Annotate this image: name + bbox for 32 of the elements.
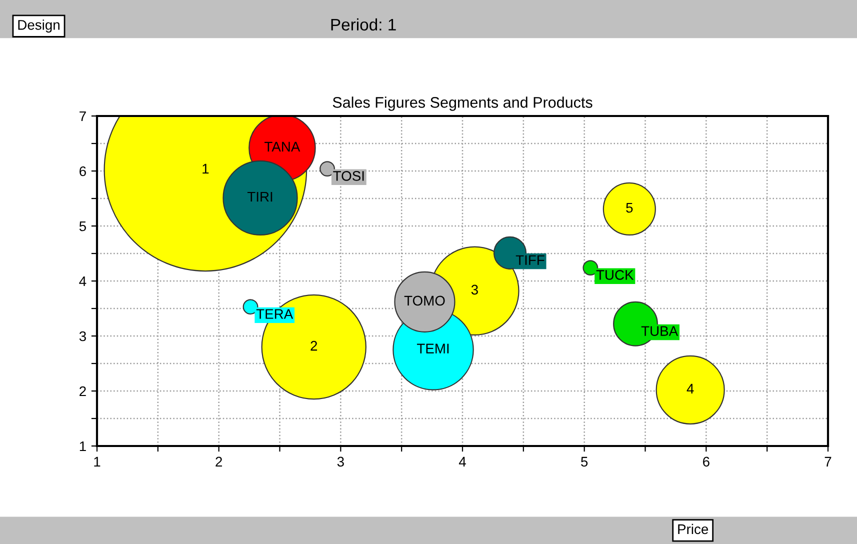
- chart-subtitle: Period: 1: [331, 18, 396, 31]
- y-tick-label: 1: [80, 441, 86, 452]
- y-tick-label: 7: [80, 111, 86, 122]
- series-label: 4: [686, 384, 694, 394]
- series-label: TUBA: [641, 326, 678, 336]
- text: Price: [678, 524, 708, 534]
- x-tick-label: 6: [703, 456, 710, 467]
- series-label: TUCK: [596, 270, 634, 280]
- series-label: TEMI: [416, 344, 449, 354]
- y-tick-label: 5: [79, 221, 86, 232]
- y-tick-label: 2: [80, 386, 86, 396]
- text: Design: [18, 20, 60, 33]
- series-label: 2: [310, 340, 318, 351]
- series-label: TERA: [256, 309, 294, 319]
- series-label: TIFF: [516, 255, 544, 265]
- x-tick-label: 3: [337, 456, 344, 467]
- x-tick-label: 1: [94, 456, 100, 466]
- y-tick-label: 4: [79, 276, 86, 286]
- series-label: TOSI: [333, 171, 364, 181]
- series-label: 5: [626, 202, 633, 213]
- series-label: 3: [471, 284, 478, 295]
- y-tick-label: 3: [79, 331, 86, 342]
- x-tick-label: 5: [581, 456, 588, 467]
- series-label: TANA: [264, 142, 300, 152]
- y-tick-label: 6: [80, 166, 86, 176]
- series-label: 1: [202, 164, 209, 174]
- series-label: TIRI: [247, 192, 272, 202]
- x-tick-label: 7: [824, 456, 832, 466]
- series-label: TOMO: [404, 296, 445, 306]
- chart-title: Sales Figures Segments and Products: [332, 96, 592, 111]
- x-tick-label: 2: [216, 456, 222, 466]
- x-tick-label: 4: [458, 456, 466, 466]
